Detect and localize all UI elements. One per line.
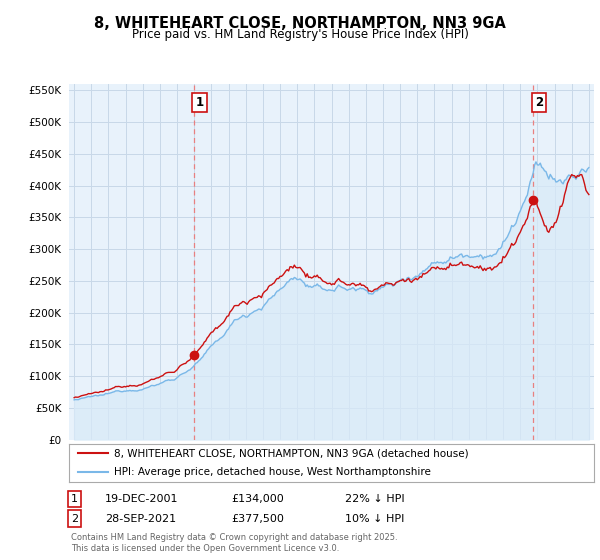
Text: £377,500: £377,500: [231, 514, 284, 524]
Text: HPI: Average price, detached house, West Northamptonshire: HPI: Average price, detached house, West…: [113, 467, 431, 477]
Text: 8, WHITEHEART CLOSE, NORTHAMPTON, NN3 9GA (detached house): 8, WHITEHEART CLOSE, NORTHAMPTON, NN3 9G…: [113, 448, 468, 458]
Text: 19-DEC-2001: 19-DEC-2001: [105, 494, 179, 504]
Text: Price paid vs. HM Land Registry's House Price Index (HPI): Price paid vs. HM Land Registry's House …: [131, 28, 469, 41]
Text: 28-SEP-2021: 28-SEP-2021: [105, 514, 176, 524]
Text: 2: 2: [535, 96, 543, 109]
Text: 8, WHITEHEART CLOSE, NORTHAMPTON, NN3 9GA: 8, WHITEHEART CLOSE, NORTHAMPTON, NN3 9G…: [94, 16, 506, 31]
Text: 22% ↓ HPI: 22% ↓ HPI: [345, 494, 404, 504]
Text: 1: 1: [71, 494, 78, 504]
Text: 10% ↓ HPI: 10% ↓ HPI: [345, 514, 404, 524]
Text: 1: 1: [196, 96, 203, 109]
Text: Contains HM Land Registry data © Crown copyright and database right 2025.
This d: Contains HM Land Registry data © Crown c…: [71, 533, 397, 553]
Text: 2: 2: [71, 514, 78, 524]
Text: £134,000: £134,000: [231, 494, 284, 504]
